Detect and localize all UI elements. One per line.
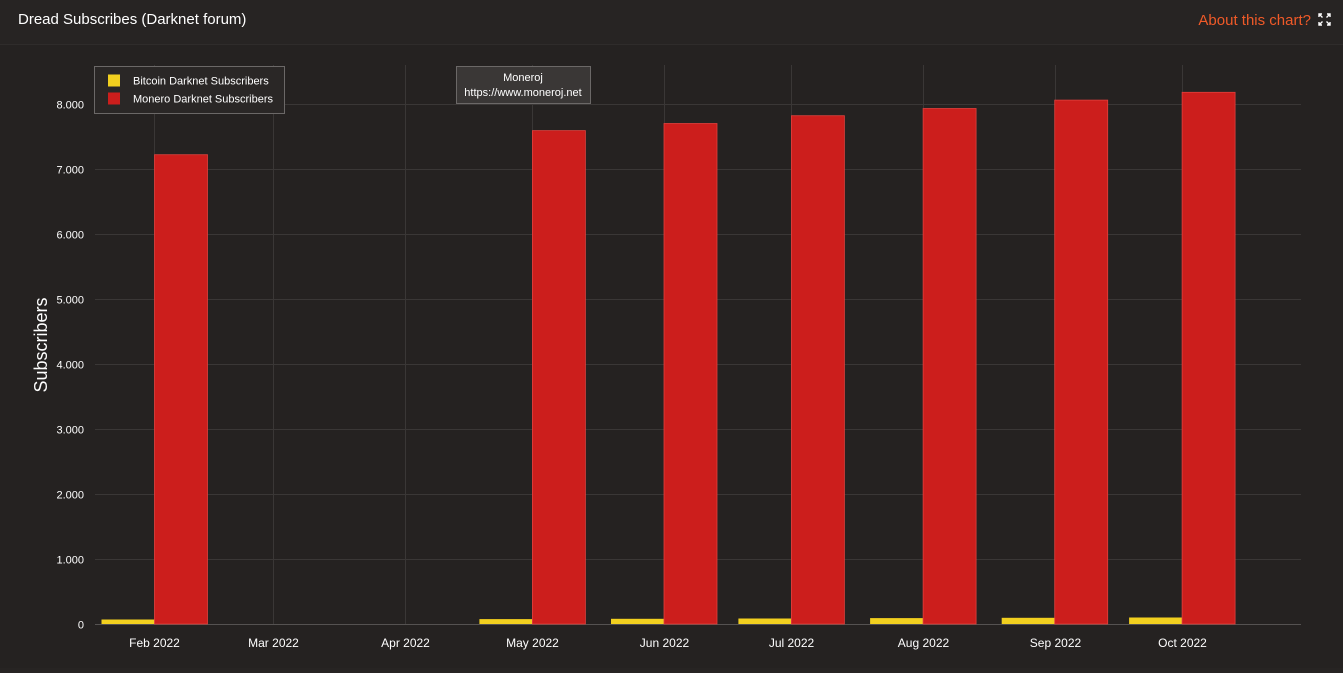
page-title: Dread Subscribes (Darknet forum) [18,11,247,28]
bar-bitcoin [101,619,155,624]
bar-chart: 0 1.000 2.000 3.000 4.000 5.000 6.000 7.000 8.00… [31,65,1301,650]
bar-monero [154,154,208,625]
bar-monero [922,108,977,625]
x-tick-label: Jul 2022 [769,636,815,650]
x-tick-label: May 2022 [506,636,559,650]
legend-label-bitcoin: Bitcoin Darknet Subscribers [133,76,269,88]
watermark: Moneroj https://www.moneroj.net [456,66,591,104]
legend-swatch-monero [108,92,120,105]
x-tick-label: Mar 2022 [248,636,299,650]
bar-bitcoin [479,619,533,624]
y-tick-label: 7.000 [56,165,84,177]
y-tick-label: 2.000 [56,490,84,502]
legend-label-monero: Monero Darknet Subscribers [133,94,274,106]
x-tick-label: Feb 2022 [129,636,180,650]
y-tick-label: 8.000 [56,100,84,112]
y-tick-label: 6.000 [56,230,84,242]
bar-bitcoin [870,618,924,624]
x-tick-label: Aug 2022 [898,636,950,650]
y-tick-label: 0 [78,620,84,632]
watermark-url: https://www.moneroj.net [464,87,581,99]
bar-bitcoin [738,618,792,624]
y-tick-label: 5.000 [56,295,84,307]
x-tick-label: Jun 2022 [640,636,690,650]
bar-bitcoin [1001,617,1055,624]
watermark-title: Moneroj [503,72,543,84]
x-tick-label: Oct 2022 [1158,636,1207,650]
bar-monero [1181,91,1236,625]
legend: Bitcoin Darknet Subscribers Monero Darkn… [94,66,285,114]
legend-swatch-bitcoin [108,74,120,87]
bar-monero [532,130,586,625]
expand-icon[interactable] [1318,13,1331,26]
x-tick-label: Apr 2022 [381,636,430,650]
chart-header: Dread Subscribes (Darknet forum) About t… [0,0,1343,45]
about-chart-link[interactable]: About this chart? [1198,12,1311,29]
y-tick-label: 4.000 [56,360,84,372]
y-tick-label: 1.000 [56,555,84,567]
y-axis-label: Subscribers [31,297,51,392]
bar-bitcoin [611,618,664,624]
y-tick-label: 3.000 [56,425,84,437]
chart-area: 0 1.000 2.000 3.000 4.000 5.000 6.000 7.000 8.00… [0,45,1343,668]
bar-monero [1054,99,1109,625]
bar-monero [791,115,845,625]
bar-bitcoin [1129,617,1183,624]
x-tick-label: Sep 2022 [1030,636,1082,650]
bar-monero [663,123,718,625]
